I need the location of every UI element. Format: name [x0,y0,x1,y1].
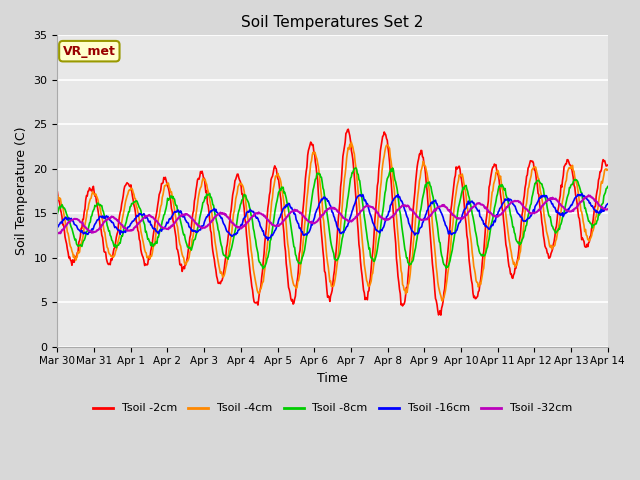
Tsoil -8cm [176,216,184,221]
Text: VR_met: VR_met [63,45,116,58]
Tsoil -4cm [348,139,355,145]
Tsoil -2cm [54,189,61,195]
Tsoil -32cm [54,230,61,236]
Tsoil -2cm [63,246,71,252]
Tsoil -2cm [400,301,408,307]
Tsoil -4cm [400,287,408,293]
Tsoil -2cm [604,162,612,168]
Tsoil -32cm [206,221,214,227]
Tsoil -2cm [417,152,424,157]
Tsoil -16cm [264,237,272,243]
Line: Tsoil -4cm: Tsoil -4cm [58,142,608,301]
Tsoil -4cm [120,208,128,214]
Tsoil -2cm [205,209,212,215]
Tsoil -16cm [176,210,184,216]
Tsoil -8cm [54,211,61,216]
Tsoil -32cm [585,192,593,198]
Tsoil -16cm [54,224,61,229]
Tsoil -32cm [604,206,612,212]
Tsoil -8cm [259,266,267,272]
Tsoil -4cm [438,298,446,304]
Tsoil -32cm [121,225,129,230]
Tsoil -4cm [205,192,212,198]
Tsoil -2cm [176,262,184,267]
Tsoil -16cm [205,212,212,218]
Tsoil -8cm [417,206,425,212]
Tsoil -4cm [54,195,61,201]
Tsoil -16cm [400,204,408,210]
Tsoil -8cm [401,246,409,252]
Tsoil -32cm [417,216,424,222]
Tsoil -8cm [205,192,212,197]
Tsoil -16cm [120,229,128,235]
X-axis label: Time: Time [317,372,348,385]
Line: Tsoil -32cm: Tsoil -32cm [58,195,608,233]
Tsoil -16cm [578,191,586,196]
Y-axis label: Soil Temperature (C): Soil Temperature (C) [15,127,28,255]
Line: Tsoil -8cm: Tsoil -8cm [58,168,608,269]
Tsoil -32cm [400,203,408,209]
Tsoil -16cm [604,201,612,207]
Title: Soil Temperatures Set 2: Soil Temperatures Set 2 [241,15,424,30]
Tsoil -8cm [352,165,360,171]
Line: Tsoil -2cm: Tsoil -2cm [58,129,608,315]
Tsoil -32cm [64,219,72,225]
Line: Tsoil -16cm: Tsoil -16cm [58,193,608,240]
Tsoil -32cm [177,213,184,218]
Tsoil -8cm [63,213,71,219]
Tsoil -4cm [63,229,71,235]
Tsoil -4cm [176,241,184,247]
Tsoil -4cm [417,175,424,180]
Tsoil -16cm [417,225,424,231]
Tsoil -2cm [344,126,352,132]
Tsoil -8cm [120,225,128,231]
Tsoil -8cm [604,184,612,190]
Tsoil -2cm [120,187,128,192]
Tsoil -2cm [437,312,445,318]
Tsoil -16cm [63,217,71,223]
Tsoil -4cm [604,167,612,172]
Legend: Tsoil -2cm, Tsoil -4cm, Tsoil -8cm, Tsoil -16cm, Tsoil -32cm: Tsoil -2cm, Tsoil -4cm, Tsoil -8cm, Tsoi… [88,399,577,418]
Tsoil -32cm [55,230,63,236]
